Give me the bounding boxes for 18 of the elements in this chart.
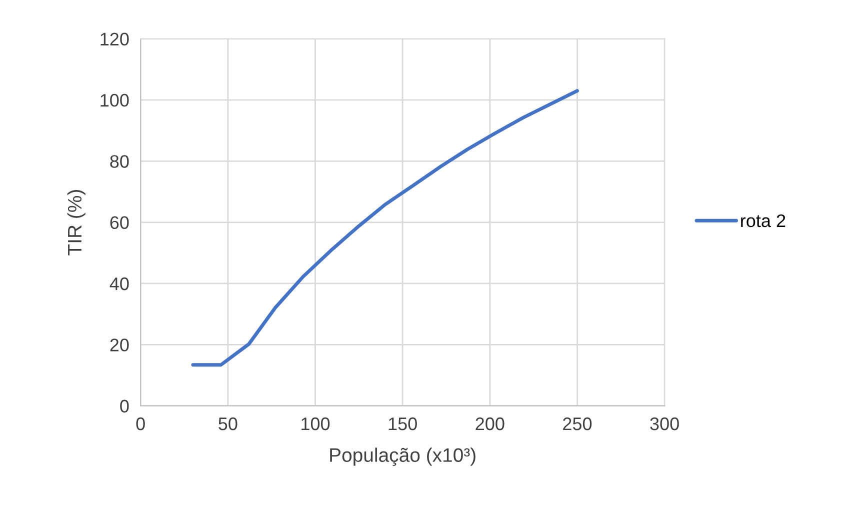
x-tick-label: 0 xyxy=(136,417,145,430)
x-tick-label: 150 xyxy=(388,417,417,430)
x-tick-label: 50 xyxy=(218,417,238,430)
y-tick-label: 60 xyxy=(110,216,129,230)
x-tick-label: 200 xyxy=(476,417,504,430)
y-tick-label: 0 xyxy=(120,400,129,413)
y-tick-label: 20 xyxy=(110,338,129,352)
y-tick-label: 120 xyxy=(100,32,129,46)
x-tick-label: 100 xyxy=(302,417,330,430)
x-tick-label: 250 xyxy=(563,417,592,430)
legend-label: rota 2 xyxy=(741,214,786,228)
line-series xyxy=(191,89,579,367)
y-axis-title: TIR (%) xyxy=(67,190,86,256)
y-tick-label: 100 xyxy=(100,94,129,107)
y-tick-label: 40 xyxy=(110,277,129,290)
y-tick-label: 80 xyxy=(110,155,129,168)
x-tick-label: 300 xyxy=(650,417,679,430)
x-axis-title: População (x10³) xyxy=(330,448,476,466)
